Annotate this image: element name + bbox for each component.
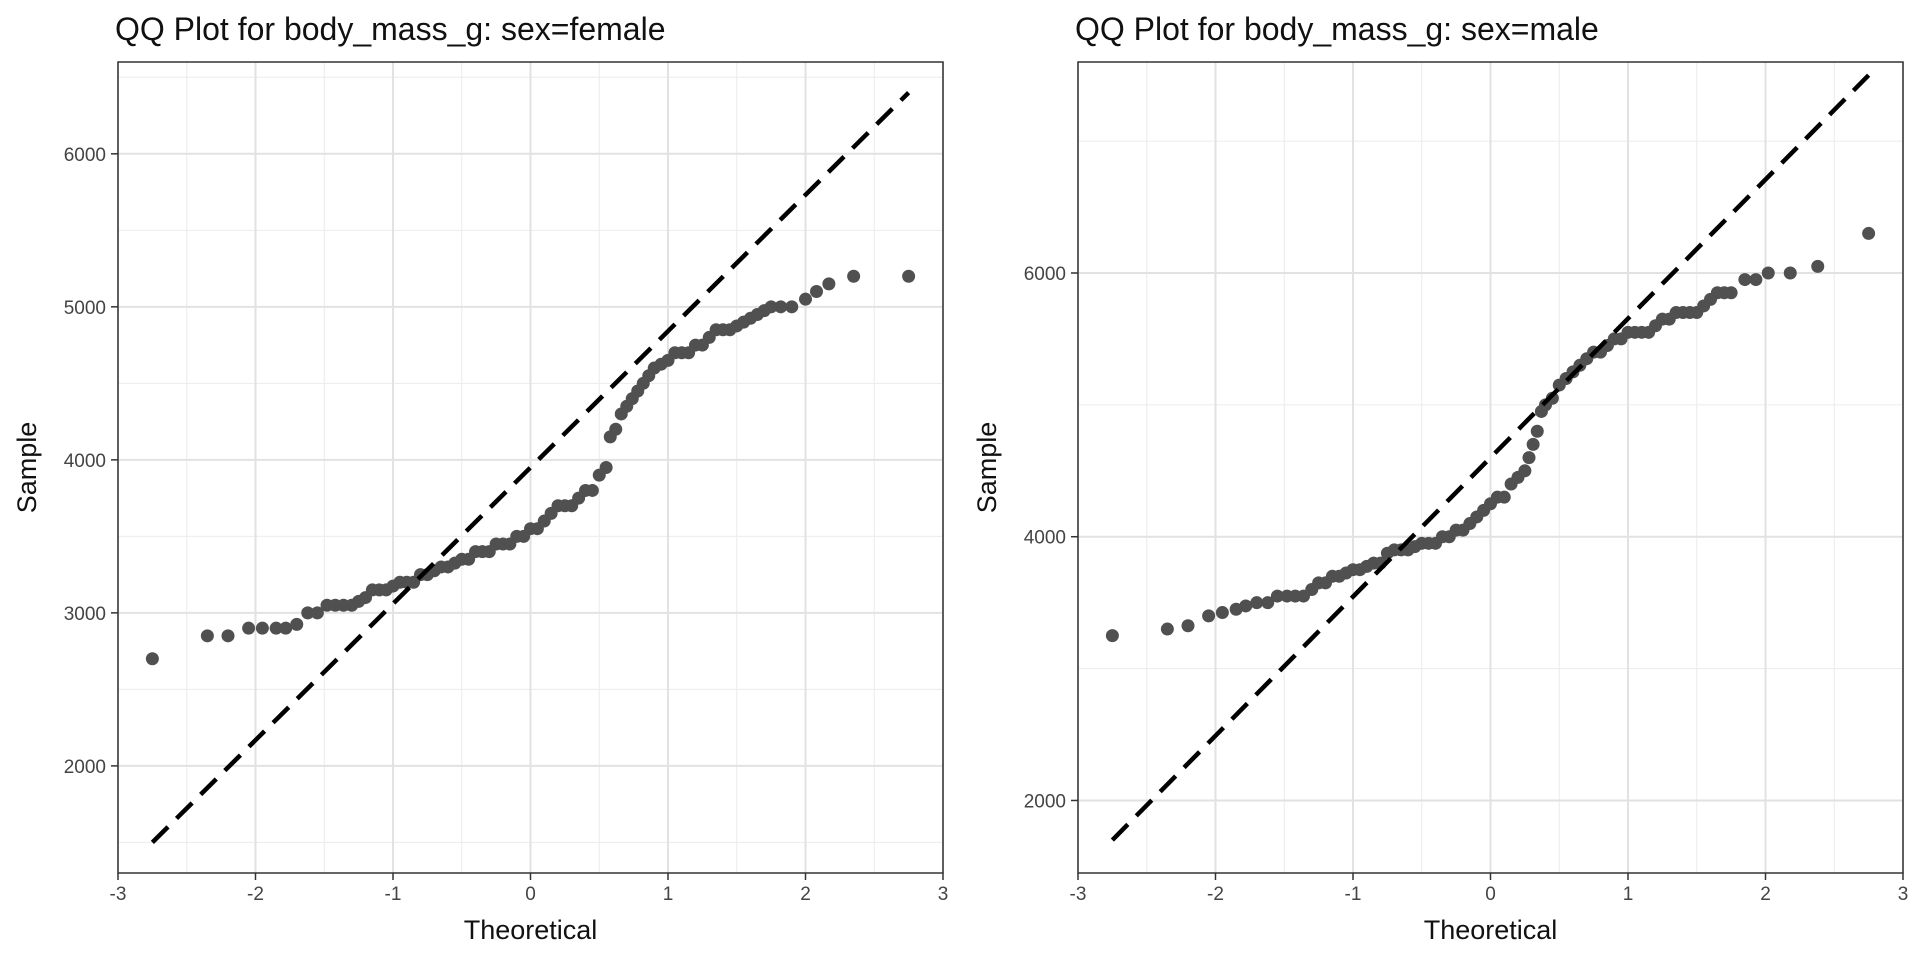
qq-point <box>1783 266 1797 280</box>
qq-point <box>1811 259 1825 273</box>
x-tick-label: 1 <box>1623 884 1634 905</box>
qq-point <box>785 300 799 314</box>
x-tick-label: -1 <box>1345 884 1362 905</box>
qq-point <box>822 277 836 291</box>
x-tick-label: 3 <box>1898 884 1909 905</box>
qq-point <box>269 621 283 635</box>
qq-point <box>1239 599 1253 613</box>
y-tick-label: 2000 <box>64 757 106 778</box>
qq-point <box>799 292 812 306</box>
x-tick-label: -2 <box>1207 884 1224 905</box>
qq-point <box>902 269 916 283</box>
qq-point <box>290 617 304 631</box>
qq-point <box>1738 273 1752 287</box>
y-tick-label: 3000 <box>64 604 106 625</box>
x-tick-label: 0 <box>1485 884 1496 905</box>
qq-point <box>1215 606 1229 620</box>
x-tick-label: -2 <box>247 884 264 905</box>
qq-point <box>599 461 613 474</box>
qq-point <box>1261 596 1275 610</box>
x-tick-label: 0 <box>525 884 536 905</box>
qq-point <box>1749 273 1763 287</box>
y-tick-label: 6000 <box>64 145 106 166</box>
qq-point <box>1270 589 1284 603</box>
x-axis-title: Theoretical <box>464 915 598 945</box>
qq-point <box>1160 622 1174 636</box>
x-tick-label: 2 <box>800 884 811 905</box>
qq-point <box>1250 596 1264 610</box>
qq-point <box>1530 424 1544 438</box>
y-axis-title: Sample <box>12 422 42 514</box>
qq-point <box>1202 609 1216 623</box>
y-tick-label: 6000 <box>1024 264 1066 285</box>
qq-point <box>774 300 788 314</box>
qq-point <box>242 621 256 635</box>
qq-point <box>764 300 778 314</box>
reference-line <box>150 91 911 844</box>
x-tick-label: -3 <box>110 884 127 905</box>
chart-title: QQ Plot for body_mass_g: sex=male <box>1075 11 1599 47</box>
chart-title: QQ Plot for body_mass_g: sex=female <box>115 11 665 47</box>
qq-point <box>847 269 861 283</box>
x-tick-label: 2 <box>1760 884 1771 905</box>
qq-point <box>1518 464 1532 478</box>
qq-point <box>1724 286 1738 300</box>
qq-panel-male: -3 -2 -1 0 1 2 3 2000 4000 6000 QQ Plot for body_m… <box>972 11 1908 945</box>
y-tick-label: 4000 <box>64 451 106 472</box>
x-tick-label: 1 <box>663 884 674 905</box>
qq-point <box>810 285 823 299</box>
qq-point <box>1526 437 1540 451</box>
x-tick-label: 3 <box>938 884 949 905</box>
x-axis-title: Theoretical <box>1424 915 1558 945</box>
qq-point <box>145 652 159 666</box>
qq-point <box>1862 226 1876 240</box>
qq-point <box>1497 490 1511 504</box>
qq-point <box>279 621 293 635</box>
qq-point <box>310 606 324 620</box>
reference-line <box>1110 73 1871 842</box>
qq-point <box>1105 629 1119 643</box>
qq-panel-female: -3 -2 -1 0 1 2 3 2000 3000 4000 5000 6000 QQ Plot fo… <box>12 11 948 945</box>
qq-point <box>255 621 269 635</box>
y-tick-label: 4000 <box>1024 528 1066 549</box>
y-axis-title: Sample <box>972 422 1002 514</box>
qq-point <box>1181 619 1195 633</box>
qq-point <box>301 606 315 620</box>
qq-point <box>609 422 623 436</box>
y-tick-label: 5000 <box>64 298 106 319</box>
x-tick-label: -3 <box>1070 884 1087 905</box>
qq-point <box>585 483 599 497</box>
qq-point <box>221 629 235 643</box>
qq-point <box>200 629 214 643</box>
qq-point <box>1761 266 1775 280</box>
qq-point <box>1522 451 1536 465</box>
x-tick-label: -1 <box>385 884 402 905</box>
y-tick-label: 2000 <box>1024 791 1066 812</box>
